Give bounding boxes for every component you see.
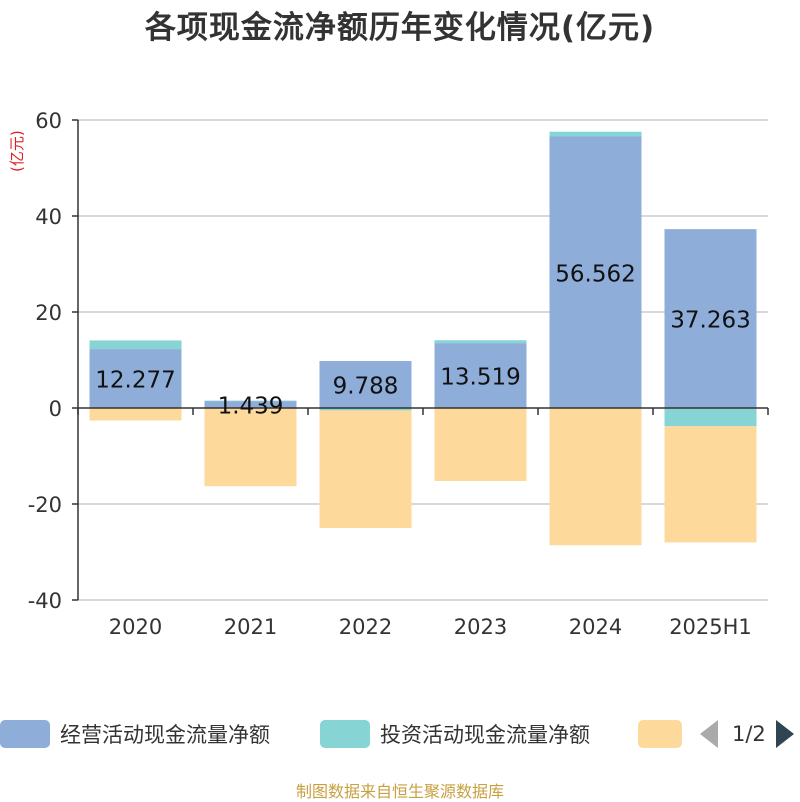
x-tick-label: 2020 [109, 615, 162, 639]
chart-title: 各项现金流净额历年变化情况(亿元) [144, 10, 656, 46]
legend-label-investing: 投资活动现金流量净额 [380, 723, 590, 747]
bar-operating-2020 [89, 349, 182, 408]
y-tick-label: 40 [35, 205, 62, 229]
x-tick-label: 2025H1 [669, 615, 752, 639]
legend-item-financing[interactable] [638, 714, 692, 754]
legend-swatch-investing [320, 720, 370, 748]
legend-swatch-financing [638, 720, 682, 748]
x-tick-label: 2024 [569, 615, 622, 639]
legend-page-indicator: 1/2 [732, 722, 766, 746]
legend: 经营活动现金流量净额 投资活动现金流量净额 1/2 [0, 714, 800, 754]
bars [89, 131, 757, 546]
bar-financing-2021 [204, 408, 297, 487]
bar-investing-2024 [549, 131, 642, 137]
bar-financing-2022 [319, 410, 412, 528]
bar-operating-2023 [434, 343, 527, 408]
bar-investing-2022 [319, 408, 412, 411]
x-tick-label: 2023 [454, 615, 507, 639]
grid-lines [78, 119, 768, 601]
axes: 60 40 20 0 -20 -40 2020 2021 2022 2023 2024 2025H1 [28, 109, 769, 639]
bar-financing-2025H1 [664, 426, 757, 543]
bar-operating-2025H1 [664, 229, 757, 408]
bar-investing-2021 [204, 400, 297, 402]
data-source-note: 制图数据来自恒生聚源数据库 [295, 782, 504, 801]
bar-investing-2023 [434, 340, 527, 344]
data-label-2023: 13.519 [440, 365, 520, 391]
legend-swatch-operating [0, 720, 50, 748]
y-tick-label: -20 [28, 493, 62, 517]
legend-pager: 1/2 [700, 714, 794, 754]
data-label-2024: 56.562 [555, 261, 635, 287]
bar-investing-2020 [89, 340, 182, 350]
data-labels: 12.277 1.439 9.788 13.519 56.562 37.263 [95, 261, 750, 419]
y-tick-label: 60 [35, 109, 62, 133]
x-tick-label: 2022 [339, 615, 392, 639]
data-label-2020: 12.277 [95, 368, 175, 394]
legend-item-operating[interactable]: 经营活动现金流量净额 [0, 714, 270, 754]
bar-operating-2022 [319, 361, 412, 408]
legend-item-investing[interactable]: 投资活动现金流量净额 [320, 714, 590, 754]
legend-label-operating: 经营活动现金流量净额 [60, 723, 270, 747]
x-tick-label: 2021 [224, 615, 277, 639]
legend-prev-icon[interactable] [700, 720, 718, 748]
bar-operating-2021 [204, 401, 297, 408]
bar-financing-2023 [434, 408, 527, 481]
y-tick-label: -40 [28, 589, 62, 613]
bar-operating-2024 [549, 136, 642, 409]
y-tick-label: 20 [35, 301, 62, 325]
bar-financing-2020 [89, 408, 182, 421]
legend-next-icon[interactable] [775, 720, 794, 748]
data-label-2021: 1.439 [218, 394, 284, 420]
y-tick-label: 0 [49, 397, 62, 421]
data-label-2022: 9.788 [333, 374, 399, 400]
data-label-2025H1: 37.263 [670, 308, 750, 334]
bar-investing-2025H1 [664, 408, 757, 427]
bar-financing-2024 [549, 408, 642, 546]
